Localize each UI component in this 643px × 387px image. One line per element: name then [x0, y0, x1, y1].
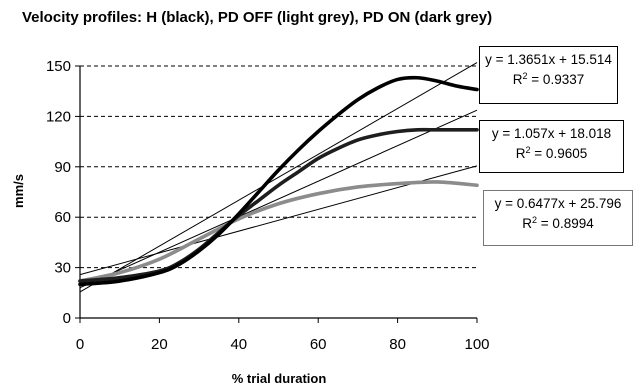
trendline-equation-3: y = 0.6477x + 25.796: [494, 196, 622, 211]
x-tick-label: 100: [464, 336, 489, 353]
y-tick-label: 60: [54, 209, 71, 226]
x-tick-label: 40: [230, 336, 247, 353]
r-squared-value-2: = 0.9605: [534, 146, 588, 161]
trendline-equation-box-1: y = 1.3651x + 15.514 R2 = 0.9337: [479, 46, 618, 104]
y-tick-label: 120: [46, 108, 71, 125]
y-tick-label: 0: [63, 310, 71, 327]
r-squared-label-3: R: [522, 216, 533, 231]
y-tick-label: 30: [54, 260, 71, 277]
trendline-equation-box-2: y = 1.057x + 18.018 R2 = 0.9605: [479, 120, 624, 173]
trendline-equation-1: y = 1.3651x + 15.514: [485, 52, 612, 67]
y-tick-label: 90: [54, 159, 71, 176]
x-axis-label: % trial duration: [232, 371, 327, 386]
trendline-1: [79, 62, 478, 293]
x-tick-label: 20: [151, 336, 168, 353]
chart-title: Velocity profiles: H (black), PD OFF (li…: [22, 9, 493, 26]
trendline-equation-2: y = 1.057x + 18.018: [491, 126, 612, 141]
series-line-3: [78, 180, 479, 283]
y-axis-label: mm/s: [11, 174, 26, 208]
r-squared-value-3: = 0.8994: [540, 216, 594, 231]
axes: [75, 65, 478, 323]
series-lines: [78, 75, 479, 287]
r-squared-label-1: R: [512, 72, 523, 87]
x-tick-label: 80: [389, 336, 406, 353]
r-squared-label-2: R: [515, 146, 526, 161]
r-squared-value-1: = 0.9337: [531, 72, 585, 87]
x-tick-label: 60: [310, 336, 327, 353]
trendlines: [79, 62, 478, 293]
y-tick-label: 150: [46, 58, 71, 75]
trendline-equation-box-3: y = 0.6477x + 25.796 R2 = 0.8994: [483, 190, 633, 246]
trendline-2: [79, 109, 478, 289]
tick-labels: 0 30 60 90 120 150 0 20 40 60 80 100: [46, 58, 490, 353]
x-tick-label: 0: [76, 336, 84, 353]
gridlines: [80, 65, 477, 269]
series-line-1: [78, 75, 479, 287]
